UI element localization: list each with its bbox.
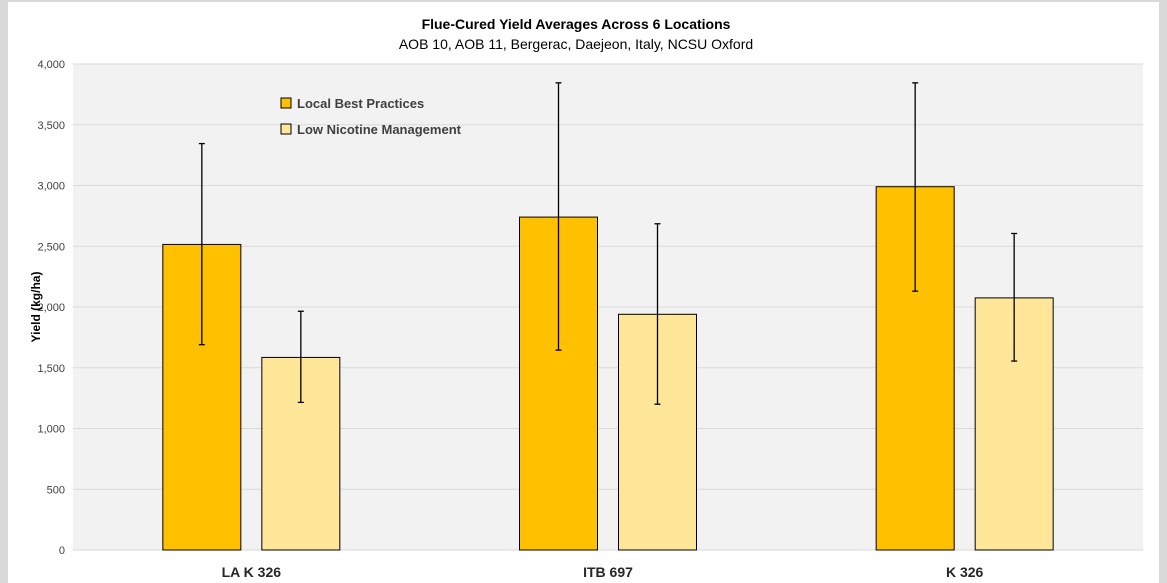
chart: Flue-Cured Yield Averages Across 6 Locat… — [29, 16, 1143, 580]
x-category-label: LA K 326 — [222, 564, 282, 580]
gridlines — [73, 63, 1143, 551]
legend-label: Local Best Practices — [297, 96, 424, 111]
y-axis-label: Yield (kg/ha) — [29, 272, 43, 343]
legend-swatch — [280, 123, 292, 135]
legend-swatch — [280, 97, 292, 109]
error-bars — [198, 82, 1018, 405]
x-category-label: K 326 — [946, 564, 984, 580]
legend-label: Low Nicotine Management — [297, 122, 462, 137]
y-tick-label: 2,500 — [37, 241, 65, 253]
chart-subtitle: AOB 10, AOB 11, Bergerac, Daejeon, Italy… — [399, 36, 753, 52]
x-category-label: ITB 697 — [583, 564, 633, 580]
x-axis-categories: LA K 326 ITB 697 K 326 — [222, 564, 984, 580]
y-tick-label: 4,000 — [37, 59, 65, 71]
y-tick-label: 2,000 — [37, 302, 65, 314]
bars — [162, 186, 1054, 551]
y-tick-label: 1,500 — [37, 363, 65, 375]
y-tick-label: 1,000 — [37, 424, 65, 436]
chart-frame: Flue-Cured Yield Averages Across 6 Locat… — [8, 2, 1159, 583]
legend: Local Best Practices Low Nicotine Managem… — [280, 96, 462, 137]
y-axis-ticks: 0 500 1,000 1,500 2,000 2,500 3,000 3,500 4,000 — [37, 59, 65, 557]
y-tick-label: 0 — [59, 545, 65, 557]
y-tick-label: 3,000 — [37, 181, 65, 193]
chart-title: Flue-Cured Yield Averages Across 6 Locat… — [422, 16, 731, 32]
y-tick-label: 3,500 — [37, 120, 65, 132]
y-tick-label: 500 — [47, 484, 65, 496]
